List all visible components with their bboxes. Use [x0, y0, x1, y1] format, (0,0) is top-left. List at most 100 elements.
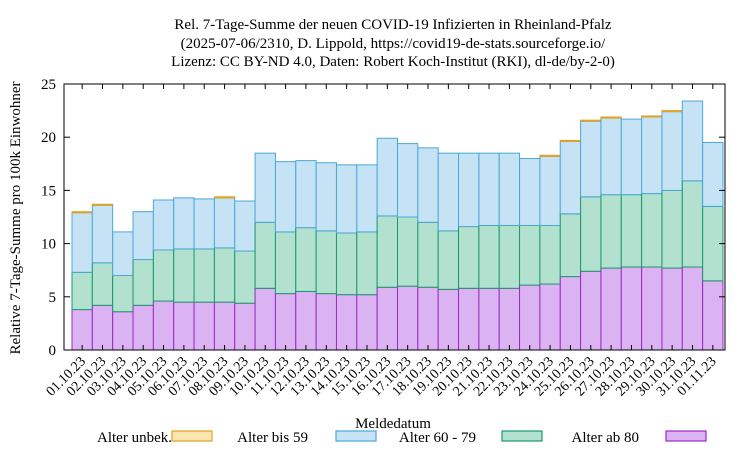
- bar-alter-ab-80-06.10.23: [173, 301, 195, 351]
- bar-alter-bis-59-09.10.23: [234, 200, 256, 252]
- bar-alter-ab-80-21.10.23: [478, 287, 500, 351]
- bar-alter-bis-59-01.11.23: [702, 142, 724, 207]
- y-axis-label: Relative 7-Tage-Summe pro 100k Einwohner: [8, 81, 24, 354]
- y-tick-label: 20: [41, 130, 56, 146]
- bar-alter-ab-80-27.10.23: [600, 267, 622, 351]
- bar-alter-ab-80-07.10.23: [193, 301, 215, 351]
- bar-alter-ab-80-03.10.23: [112, 311, 134, 351]
- bar-alter-60-79-18.10.23: [417, 221, 439, 288]
- bar-alter-bis-59-11.10.23: [274, 161, 297, 233]
- bar-alter-60-79-01.10.23: [71, 271, 93, 311]
- bar-alter-bis-59-02.10.23: [91, 204, 114, 264]
- bar-alter-ab-80-14.10.23: [335, 294, 358, 351]
- title-line-3: Lizenz: CC BY-ND 4.0, Daten: Robert Koch…: [171, 54, 615, 70]
- bar-alter-bis-59-28.10.23: [620, 118, 643, 196]
- bar-alter-bis-59-21.10.23: [478, 152, 500, 227]
- y-tick-label: 0: [49, 343, 57, 359]
- bar-alter-ab-80-30.10.23: [661, 267, 683, 351]
- x-axis-label: Meldedatum: [355, 416, 431, 432]
- bar-alter-bis-59-24.10.23: [539, 155, 561, 227]
- bar-alter-60-79-20.10.23: [458, 226, 480, 289]
- bar-alter-bis-59-14.10.23: [335, 164, 358, 234]
- x-axis: 01.10.2302.10.2303.10.2304.10.2305.10.23…: [44, 84, 720, 399]
- bar-alter-60-79-21.10.23: [478, 225, 500, 289]
- bar-alter-bis-59-17.10.23: [397, 143, 419, 218]
- legend-label-alter-unbek: Alter unbek.: [97, 430, 172, 446]
- bar-alter-unbek-30.10.23: [661, 110, 683, 113]
- bar-alter-60-79-23.10.23: [519, 225, 541, 286]
- bar-alter-bis-59-01.10.23: [71, 212, 93, 273]
- bar-alter-ab-80-28.10.23: [620, 266, 643, 351]
- title-line-1: Rel. 7-Tage-Summe der neuen COVID-19 Inf…: [174, 17, 611, 33]
- bar-alter-bis-59-06.10.23: [173, 197, 195, 250]
- bar-alter-bis-59-26.10.23: [580, 120, 602, 198]
- legend-swatch-alter-bis-59: [335, 430, 377, 442]
- bar-alter-60-79-28.10.23: [620, 194, 643, 268]
- legend-label-alter-ab-80: Alter ab 80: [572, 430, 639, 446]
- bar-alter-60-79-02.10.23: [91, 262, 114, 306]
- bar-alter-bis-59-12.10.23: [295, 160, 317, 229]
- bar-alter-bis-59-19.10.23: [437, 152, 460, 232]
- bar-alter-bis-59-30.10.23: [661, 111, 683, 191]
- bar-alter-ab-80-20.10.23: [458, 287, 480, 351]
- bar-alter-60-79-22.10.23: [498, 225, 521, 289]
- bar-alter-ab-80-18.10.23: [417, 286, 439, 351]
- bar-alter-bis-59-15.10.23: [356, 164, 378, 233]
- bar-alter-ab-80-04.10.23: [132, 304, 154, 351]
- legend: Alter unbek. Alter bis 59 Alter 60 - 79 Alt…: [97, 430, 707, 446]
- bar-alter-bis-59-23.10.23: [519, 157, 541, 227]
- bars: [71, 100, 724, 351]
- plot-frame: [63, 83, 726, 351]
- bar-alter-60-79-08.10.23: [213, 247, 236, 303]
- bar-alter-60-79-14.10.23: [335, 232, 358, 296]
- bar-alter-ab-80-01.11.23: [702, 280, 724, 351]
- bar-alter-ab-80-19.10.23: [437, 288, 460, 351]
- y-tick-label: 10: [41, 237, 56, 253]
- bar-alter-unbek-08.10.23: [213, 196, 236, 199]
- legend-swatch-alter-unbek: [171, 430, 213, 442]
- bar-alter-bis-59-03.10.23: [112, 231, 134, 277]
- bar-alter-unbek-26.10.23: [580, 119, 602, 122]
- bar-alter-ab-80-01.10.23: [71, 309, 93, 351]
- bar-alter-ab-80-13.10.23: [315, 293, 337, 351]
- bar-alter-60-79-26.10.23: [580, 196, 602, 272]
- bar-alter-unbek-25.10.23: [559, 139, 582, 142]
- bar-alter-ab-80-16.10.23: [376, 286, 399, 351]
- bar-alter-bis-59-13.10.23: [315, 162, 337, 232]
- bar-alter-bis-59-27.10.23: [600, 117, 622, 196]
- legend-swatch-alter-60-79: [501, 430, 543, 442]
- bar-alter-bis-59-07.10.23: [193, 198, 215, 250]
- bar-alter-bis-59-16.10.23: [376, 137, 399, 217]
- bar-alter-60-79-12.10.23: [295, 227, 317, 292]
- bar-alter-60-79-04.10.23: [132, 259, 154, 306]
- bar-alter-ab-80-24.10.23: [539, 283, 561, 351]
- legend-label-alter-bis-59: Alter bis 59: [237, 430, 308, 446]
- bar-alter-bis-59-29.10.23: [641, 116, 663, 195]
- bar-alter-60-79-07.10.23: [193, 248, 215, 303]
- bar-alter-ab-80-05.10.23: [152, 300, 175, 351]
- bar-alter-60-79-11.10.23: [274, 231, 297, 295]
- bar-alter-60-79-31.10.23: [681, 180, 704, 268]
- bar-alter-ab-80-31.10.23: [681, 266, 704, 351]
- bar-alter-bis-59-20.10.23: [458, 152, 480, 228]
- bar-alter-60-79-19.10.23: [437, 230, 460, 290]
- bar-alter-ab-80-23.10.23: [519, 284, 541, 351]
- bar-alter-ab-80-17.10.23: [397, 285, 419, 351]
- bar-alter-60-79-13.10.23: [315, 230, 337, 295]
- bar-alter-ab-80-15.10.23: [356, 294, 378, 351]
- bar-alter-ab-80-12.10.23: [295, 290, 317, 351]
- y-tick-label: 25: [41, 77, 56, 93]
- bar-alter-60-79-10.10.23: [254, 221, 276, 289]
- bar-alter-bis-59-05.10.23: [152, 199, 175, 251]
- bar-alter-unbek-24.10.23: [539, 154, 561, 157]
- legend-label-alter-60-79: Alter 60 - 79: [399, 430, 476, 446]
- bar-alter-60-79-06.10.23: [173, 248, 195, 303]
- bar-alter-ab-80-08.10.23: [213, 301, 236, 351]
- bar-alter-60-79-17.10.23: [397, 216, 419, 287]
- bar-alter-ab-80-10.10.23: [254, 287, 276, 351]
- title-line-2: (2025-07-06/2310, D. Lippold, https://co…: [181, 36, 606, 52]
- bar-alter-60-79-05.10.23: [152, 249, 175, 302]
- bar-alter-60-79-15.10.23: [356, 231, 378, 296]
- bar-alter-60-79-09.10.23: [234, 250, 256, 304]
